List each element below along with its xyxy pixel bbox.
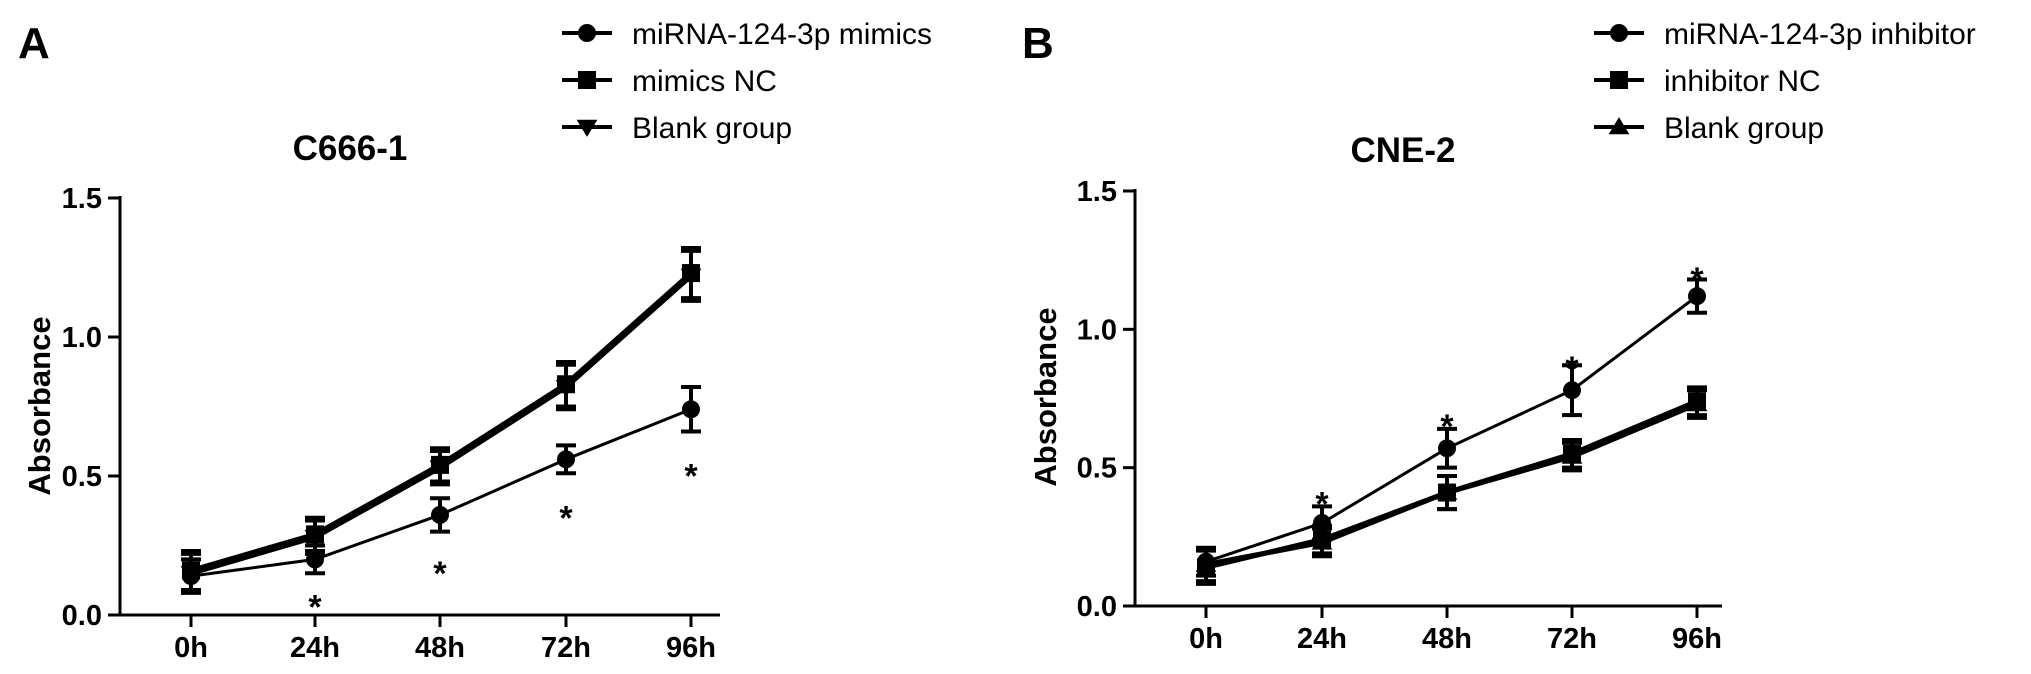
panel-b-legend-marker [1610, 24, 1628, 42]
panel-a-letter: A [18, 19, 50, 68]
panel-a-legend-label: miRNA-124-3p mimics [632, 18, 932, 51]
panel-a-x-tick-label: 0h [174, 632, 208, 664]
panel-b-plot: 0.0 0.5 1.0 1.5 0h 24h 48h 72h 96h * * * * [1077, 176, 1722, 655]
panel-b-y-tick-label: 0.0 [1077, 591, 1117, 623]
panel-b-x-tick-label: 24h [1297, 623, 1347, 655]
panel-a-y-tick-label: 0.0 [62, 600, 102, 632]
panel-a-legend-marker [576, 119, 598, 137]
panel-a-y-tick-label: 1.5 [62, 183, 102, 215]
panel-a-series-3-point [680, 268, 702, 286]
panel-a-significance-marker: * [559, 499, 573, 537]
panel-b-series-3-point [1311, 532, 1333, 550]
panel-a-series-3-point [429, 460, 451, 478]
panel-a-series-3-point [304, 529, 326, 548]
panel-b-legend: miRNA-124-3p inhibitor inhibitor NC Blank … [1594, 18, 1976, 145]
panel-a-significance-marker: * [308, 588, 322, 626]
panel-b-legend-marker [1608, 117, 1630, 135]
panel-a-series-1-point [682, 400, 700, 419]
panel-a-significance-marker: * [433, 555, 447, 593]
panel-b-x-tick-label: 48h [1422, 623, 1472, 655]
panel-a-series-1-point [557, 450, 575, 469]
panel-b-series-1-point [1563, 381, 1581, 400]
panel-b-y-tick-label: 1.0 [1077, 314, 1117, 346]
panel-a-x-tick-label: 24h [290, 632, 340, 664]
panel-b-y-tick-label: 1.5 [1077, 176, 1117, 208]
panel-b: B CNE-2 Absorbance 0.0 0.5 1.0 1.5 0h 24h 48h 7… [1022, 18, 1976, 655]
panel-a-plot: 0.0 0.5 1.0 1.5 0h 24h 48h 72h 96h * * * * [62, 183, 720, 664]
panel-a-x-tick-label: 96h [666, 632, 716, 664]
panel-a-x-tick-label: 72h [541, 632, 591, 664]
panel-a-y-tick-label: 0.5 [62, 461, 102, 493]
panel-a-legend-label: Blank group [632, 112, 792, 145]
panel-a-legend: miRNA-124-3p mimics mimics NC Blank group [562, 18, 932, 145]
panel-b-significance-marker: * [1440, 408, 1454, 446]
panel-b-significance-marker: * [1315, 485, 1329, 523]
panel-b-series-1-point [1688, 287, 1706, 306]
panel-b-significance-marker: * [1690, 261, 1704, 299]
panel-a-y-axis-title: Absorbance [22, 316, 57, 495]
panel-b-series-1-point [1438, 439, 1456, 458]
panel-b-x-tick-label: 72h [1547, 623, 1597, 655]
panel-a-legend-marker [578, 24, 596, 42]
panel-b-series-3-point [1195, 554, 1217, 572]
panel-b-y-axis-title: Absorbance [1028, 307, 1063, 486]
panel-a-significance-marker: * [684, 458, 698, 496]
panel-a-title: C666-1 [293, 129, 408, 168]
panel-a-legend-marker [578, 71, 596, 89]
panel-a: A C666-1 Absorbance 0.0 0.5 1.0 1.5 0h 24h 48h… [18, 18, 932, 664]
panel-b-letter: B [1022, 19, 1054, 68]
panel-b-legend-label: inhibitor NC [1664, 65, 1821, 98]
panel-a-series-3-point [555, 379, 577, 397]
panel-a-x-tick-label: 48h [415, 632, 465, 664]
panel-b-y-tick-label: 0.5 [1077, 453, 1117, 485]
panel-b-series-3-point [1686, 394, 1708, 412]
panel-b-x-tick-label: 96h [1672, 623, 1722, 655]
panel-b-legend-marker [1610, 71, 1628, 89]
panel-a-y-tick-label: 1.0 [62, 322, 102, 354]
panel-a-legend-label: mimics NC [632, 65, 777, 98]
panel-b-series-3-point [1561, 446, 1583, 464]
panel-a-series-1-point [431, 505, 449, 524]
panel-b-legend-label: miRNA-124-3p inhibitor [1664, 18, 1976, 51]
panel-b-significance-marker: * [1565, 350, 1579, 388]
panel-b-title: CNE-2 [1350, 131, 1455, 170]
panel-b-x-tick-label: 0h [1189, 623, 1223, 655]
panel-b-legend-label: Blank group [1664, 112, 1824, 145]
panel-a-series-3-point [180, 566, 202, 584]
panel-b-series-3-point [1436, 482, 1458, 500]
